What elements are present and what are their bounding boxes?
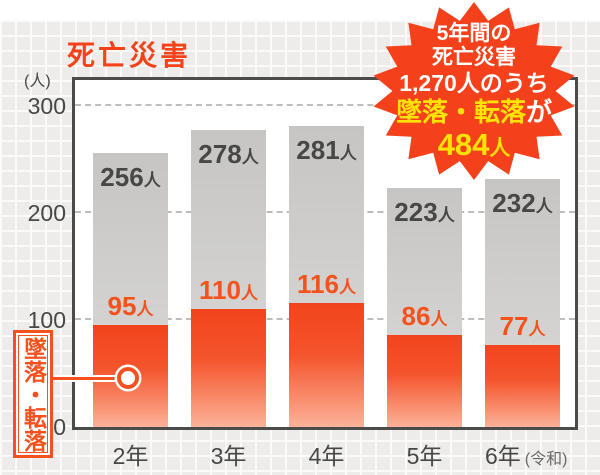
bar-falls-label-2年: 95人	[93, 291, 168, 322]
bar-total-label-4年: 281人	[289, 135, 364, 166]
x-tick-5年: 5年	[387, 437, 462, 471]
falls-unit: 人	[338, 277, 356, 297]
starburst-line-4: 墜落・転落が	[368, 99, 580, 125]
x-tick-6年: 6年 (令和)	[485, 437, 567, 471]
gridline-300	[75, 104, 575, 106]
x-tick-text: 2年	[112, 443, 149, 469]
total-unit: 人	[339, 144, 357, 164]
total-unit: 人	[535, 196, 553, 216]
total-unit: 人	[437, 206, 455, 226]
bar-group-5年: 223人 86人	[387, 80, 462, 427]
falls-value: 86	[401, 300, 431, 331]
y-tick-200: 200	[27, 200, 66, 226]
plot-inner: 256人 95人 278人 110人 281人 116人 223人 86人 232人 77人	[75, 80, 575, 427]
starburst-suffix-text: が	[526, 97, 553, 127]
starburst-line-2: 死亡災害	[432, 46, 516, 69]
falls-value: 110	[199, 275, 241, 306]
bar-group-6年: 232人 77人	[485, 80, 560, 427]
y-tick-0: 0	[53, 414, 66, 440]
starburst-value: 484	[437, 127, 490, 162]
total-value: 256	[100, 162, 144, 193]
x-tick-text: 3年	[210, 443, 247, 469]
bar-falls-5年	[387, 334, 462, 427]
bar-total-label-5年: 223人	[387, 197, 462, 228]
total-value: 223	[394, 197, 438, 228]
falls-callout-inner: 墜落・転落	[18, 335, 48, 453]
falls-callout-label: 墜落・転落	[20, 336, 47, 452]
x-tick-text: 6年	[485, 443, 521, 469]
x-tick-4年: 4年	[289, 437, 364, 471]
bar-falls-label-5年: 86人	[387, 301, 462, 332]
chart-title: 死亡災害	[67, 40, 192, 71]
x-tick-text: 5年	[406, 443, 443, 469]
total-value: 278	[198, 138, 242, 169]
total-value: 232	[492, 187, 536, 218]
y-axis-unit-label: (人)	[24, 73, 51, 90]
falls-callout-box: 墜落・転落	[13, 330, 53, 458]
callout-connector-line	[53, 377, 120, 380]
bar-total-label-2年: 256人	[93, 162, 168, 193]
y-tick-300: 300	[27, 93, 66, 119]
bar-group-4年: 281人 116人	[289, 80, 364, 427]
x-tick-2年: 2年	[93, 437, 168, 471]
x-tick-text: 4年	[308, 443, 345, 469]
bar-total-label-3年: 278人	[191, 139, 266, 170]
falls-value: 77	[499, 310, 529, 341]
bar-falls-3年	[191, 309, 266, 427]
total-unit: 人	[241, 147, 259, 167]
falls-value: 116	[297, 268, 339, 299]
bar-falls-label-3年: 110人	[191, 275, 266, 306]
starburst-shape	[373, 2, 575, 180]
x-tick-3年: 3年	[191, 437, 266, 471]
starburst-badge: 5年間の 死亡災害 1,270人のうち 墜落・転落が 484人	[368, 0, 580, 182]
starburst-line-1: 5年間の	[436, 22, 512, 45]
bar-falls-4年	[289, 302, 364, 427]
falls-unit: 人	[528, 319, 546, 339]
bar-falls-label-6年: 77人	[485, 311, 560, 342]
starburst-highlight-text: 墜落・転落	[395, 97, 526, 127]
bar-falls-6年	[485, 344, 560, 427]
starburst-line-3: 1,270人のうち	[399, 70, 549, 96]
falls-unit: 人	[136, 300, 154, 320]
era-suffix: (令和)	[524, 451, 568, 468]
plot-area: 256人 95人 278人 110人 281人 116人 223人 86人 232人 77人	[72, 77, 578, 430]
starburst-value-unit: 人	[489, 137, 511, 160]
bar-falls-label-4年: 116人	[289, 269, 364, 300]
bar-group-3年: 278人 110人	[191, 80, 266, 427]
callout-circle-marker	[117, 367, 139, 389]
y-tick-100: 100	[27, 307, 66, 333]
starburst-value-line: 484人	[368, 129, 580, 160]
bar-total-label-6年: 232人	[485, 188, 560, 219]
falls-unit: 人	[240, 284, 258, 304]
total-value: 281	[296, 135, 340, 166]
falls-value: 95	[107, 291, 137, 322]
total-unit: 人	[143, 171, 161, 191]
falls-unit: 人	[430, 309, 448, 329]
